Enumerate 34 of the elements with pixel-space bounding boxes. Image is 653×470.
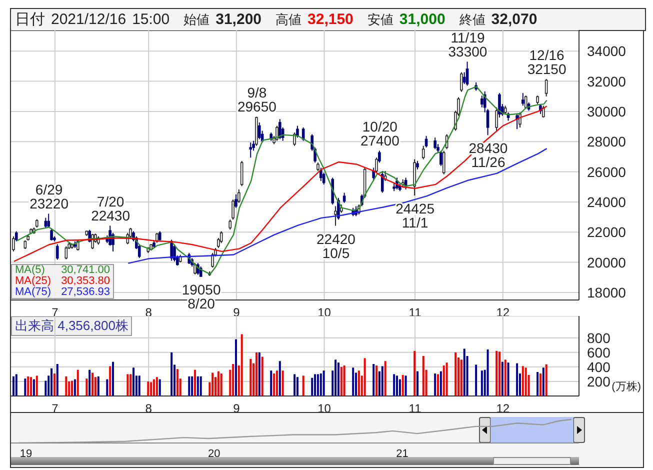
annotation: 22420 10/5 [316,230,356,261]
y-tick-label: 24000 [587,194,626,210]
y-tick-label: 30000 [587,103,626,120]
y-tick-label: 200 [587,373,611,390]
annotation: 6/29 23220 [30,182,69,212]
text: MA(75) [15,286,52,298]
y-tick-label: 18000 [587,284,626,300]
annotation: 30,741.00 [61,264,110,276]
text: MA(5) [15,264,45,276]
y-tick-label: 20000 [587,254,626,270]
annotation: 12/16 32150 [527,47,566,78]
y-tick-label: 600 [587,344,611,360]
series-label: MA(25) [15,275,52,287]
y-tick-label: 28000 [587,134,626,150]
y-axis-title: (万株) [612,380,641,394]
annotation: 24425 11/1 [396,200,435,231]
x-tick-label: 19 [20,448,32,460]
annotation: 7/20 22430 [91,194,130,224]
y-tick-label: 800 [587,330,611,346]
annotation: 10/20 27400 [360,118,400,149]
y-tick-label: 26000 [587,164,626,180]
chart-title: 出来高 4,356,800株 [11,316,132,336]
x-tick-label: 20 [208,448,220,460]
y-tick-label: 32000 [587,73,626,90]
y-tick-label: 400 [587,358,611,375]
annotation: 11/19 33300 [448,30,488,60]
y-tick-label: 34000 [587,43,626,60]
annotation: 9/8 29650 [237,84,277,115]
annotation: 30,353.80 [61,275,110,287]
y-tick-label: 22000 [587,224,626,240]
annotation: 27,536.93 [61,286,110,298]
chart-title: 日付 2021/12/16 15:00 始値 31,200 高値 32,150 安値 31,000 終値 32,070 [15,11,538,28]
annotation: 19050 8/20 [182,282,221,312]
x-tick-label: 21 [396,448,408,460]
